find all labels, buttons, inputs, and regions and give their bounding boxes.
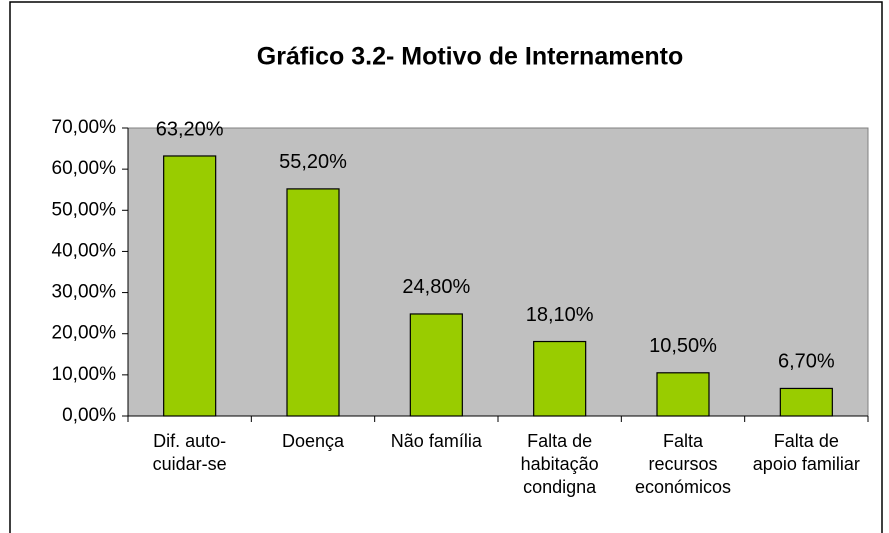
plot-area	[127, 127, 869, 417]
y-tick-label: 40,00%	[52, 240, 117, 261]
x-tick-label: Falta de apoio familiar	[752, 431, 860, 474]
chart-border	[9, 1, 883, 533]
bar	[409, 313, 463, 417]
y-tick-label: 0,00%	[62, 405, 116, 426]
chart-title: Gráfico 3.2- Motivo de Internamento	[257, 43, 683, 71]
y-tick-label: 60,00%	[52, 158, 117, 179]
y-tick-label: 50,00%	[52, 199, 117, 220]
x-tick-label: Dif. auto- cuidar-se	[152, 431, 227, 474]
bar	[163, 155, 217, 417]
y-tick-label: 20,00%	[52, 323, 117, 344]
data-label: 55,20%	[279, 151, 347, 173]
x-tick-label: Falta de habitação condigna	[520, 431, 599, 497]
data-label: 18,10%	[526, 304, 594, 326]
data-label: 10,50%	[649, 335, 717, 357]
data-label: 24,80%	[402, 276, 470, 298]
data-label: 6,70%	[778, 351, 835, 373]
y-tick-label: 30,00%	[52, 282, 117, 303]
bar	[286, 188, 340, 417]
y-tick-label: 70,00%	[52, 117, 117, 138]
x-tick-label: Falta recursos económicos	[634, 431, 732, 497]
x-tick-label: Não família	[390, 431, 482, 451]
x-tick-label: Doença	[281, 431, 345, 451]
bar	[533, 340, 587, 417]
bar	[656, 372, 710, 417]
data-label: 63,20%	[156, 118, 224, 140]
y-tick-label: 10,00%	[52, 364, 117, 385]
bar	[779, 387, 833, 417]
